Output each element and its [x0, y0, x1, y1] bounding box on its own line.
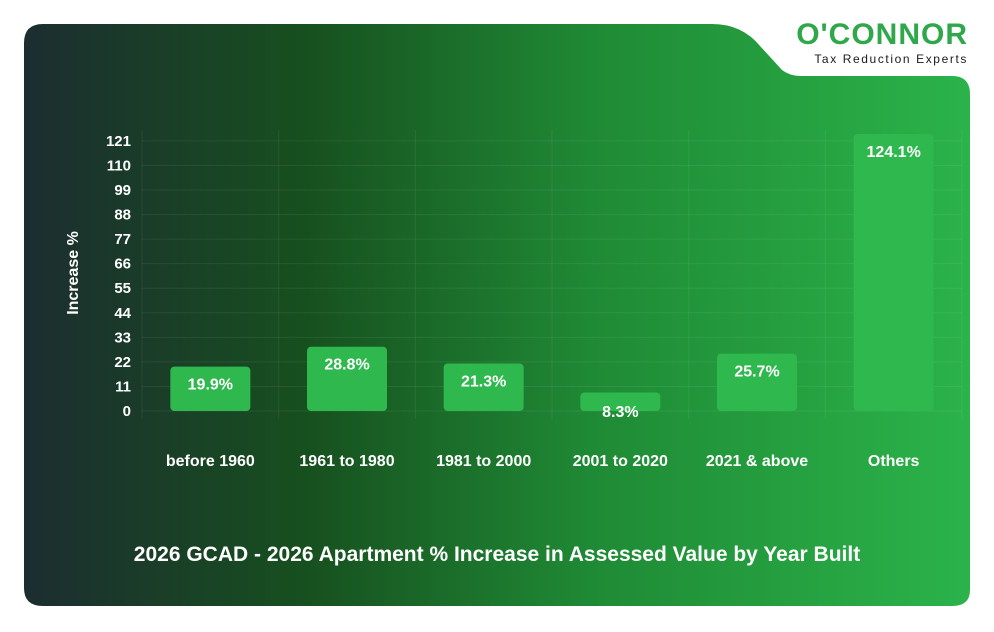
x-category-label: before 1960: [166, 453, 255, 470]
x-category-label: 1981 to 2000: [436, 453, 531, 470]
logo-tagline: Tax Reduction Experts: [814, 52, 968, 66]
bar-3: [580, 392, 661, 411]
bar-1: [307, 346, 387, 411]
card-background: [24, 24, 970, 606]
x-axis-labels: before 1960 1961 to 1980 1981 to 2000 2001 …: [166, 453, 920, 470]
y-axis-label: Increase %: [65, 231, 82, 315]
x-category-label: 2021 & above: [706, 453, 808, 470]
logo-name: O'CONNOR: [796, 18, 968, 51]
x-category-label: 2001 to 2020: [573, 453, 668, 470]
y-axis-ticks: 0 11 22 33 44 55 66 77 88 99 110 121: [106, 133, 132, 420]
bars: 19.9% 28.8% 21.3% 8.3% 25.7% 124.1%: [170, 134, 934, 421]
bar-4: [717, 353, 797, 411]
bar-0: [170, 366, 251, 411]
y-tick-label: 44: [114, 305, 131, 322]
grid: [141, 130, 963, 419]
y-tick-label: 88: [114, 207, 131, 224]
y-tick-label: 55: [114, 280, 131, 297]
bar-data-label: 25.7%: [734, 364, 779, 381]
bar-5: [853, 134, 934, 411]
x-category-label: 1961 to 1980: [299, 453, 394, 470]
y-tick-label: 121: [106, 133, 131, 150]
x-category-label: Others: [868, 453, 920, 470]
y-tick-label: 0: [123, 403, 131, 420]
y-tick-label: 66: [114, 256, 131, 273]
y-tick-label: 33: [114, 329, 131, 346]
y-tick-label: 22: [114, 354, 131, 371]
bar-data-label: 19.9%: [188, 377, 233, 394]
y-tick-label: 110: [107, 157, 131, 174]
bar-data-label: 124.1%: [867, 144, 921, 161]
y-tick-label: 99: [114, 182, 131, 199]
bar-data-label: 28.8%: [324, 357, 369, 374]
y-tick-label: 77: [114, 231, 131, 248]
y-tick-label: 11: [115, 378, 131, 395]
bar-2: [443, 363, 524, 411]
oconnor-logo: O'CONNOR Tax Reduction Experts: [796, 18, 968, 67]
chart-title: 2026 GCAD - 2026 Apartment % Increase in…: [133, 543, 861, 566]
bar-data-label: 21.3%: [461, 373, 506, 390]
bar-data-label: 8.3%: [602, 404, 638, 421]
